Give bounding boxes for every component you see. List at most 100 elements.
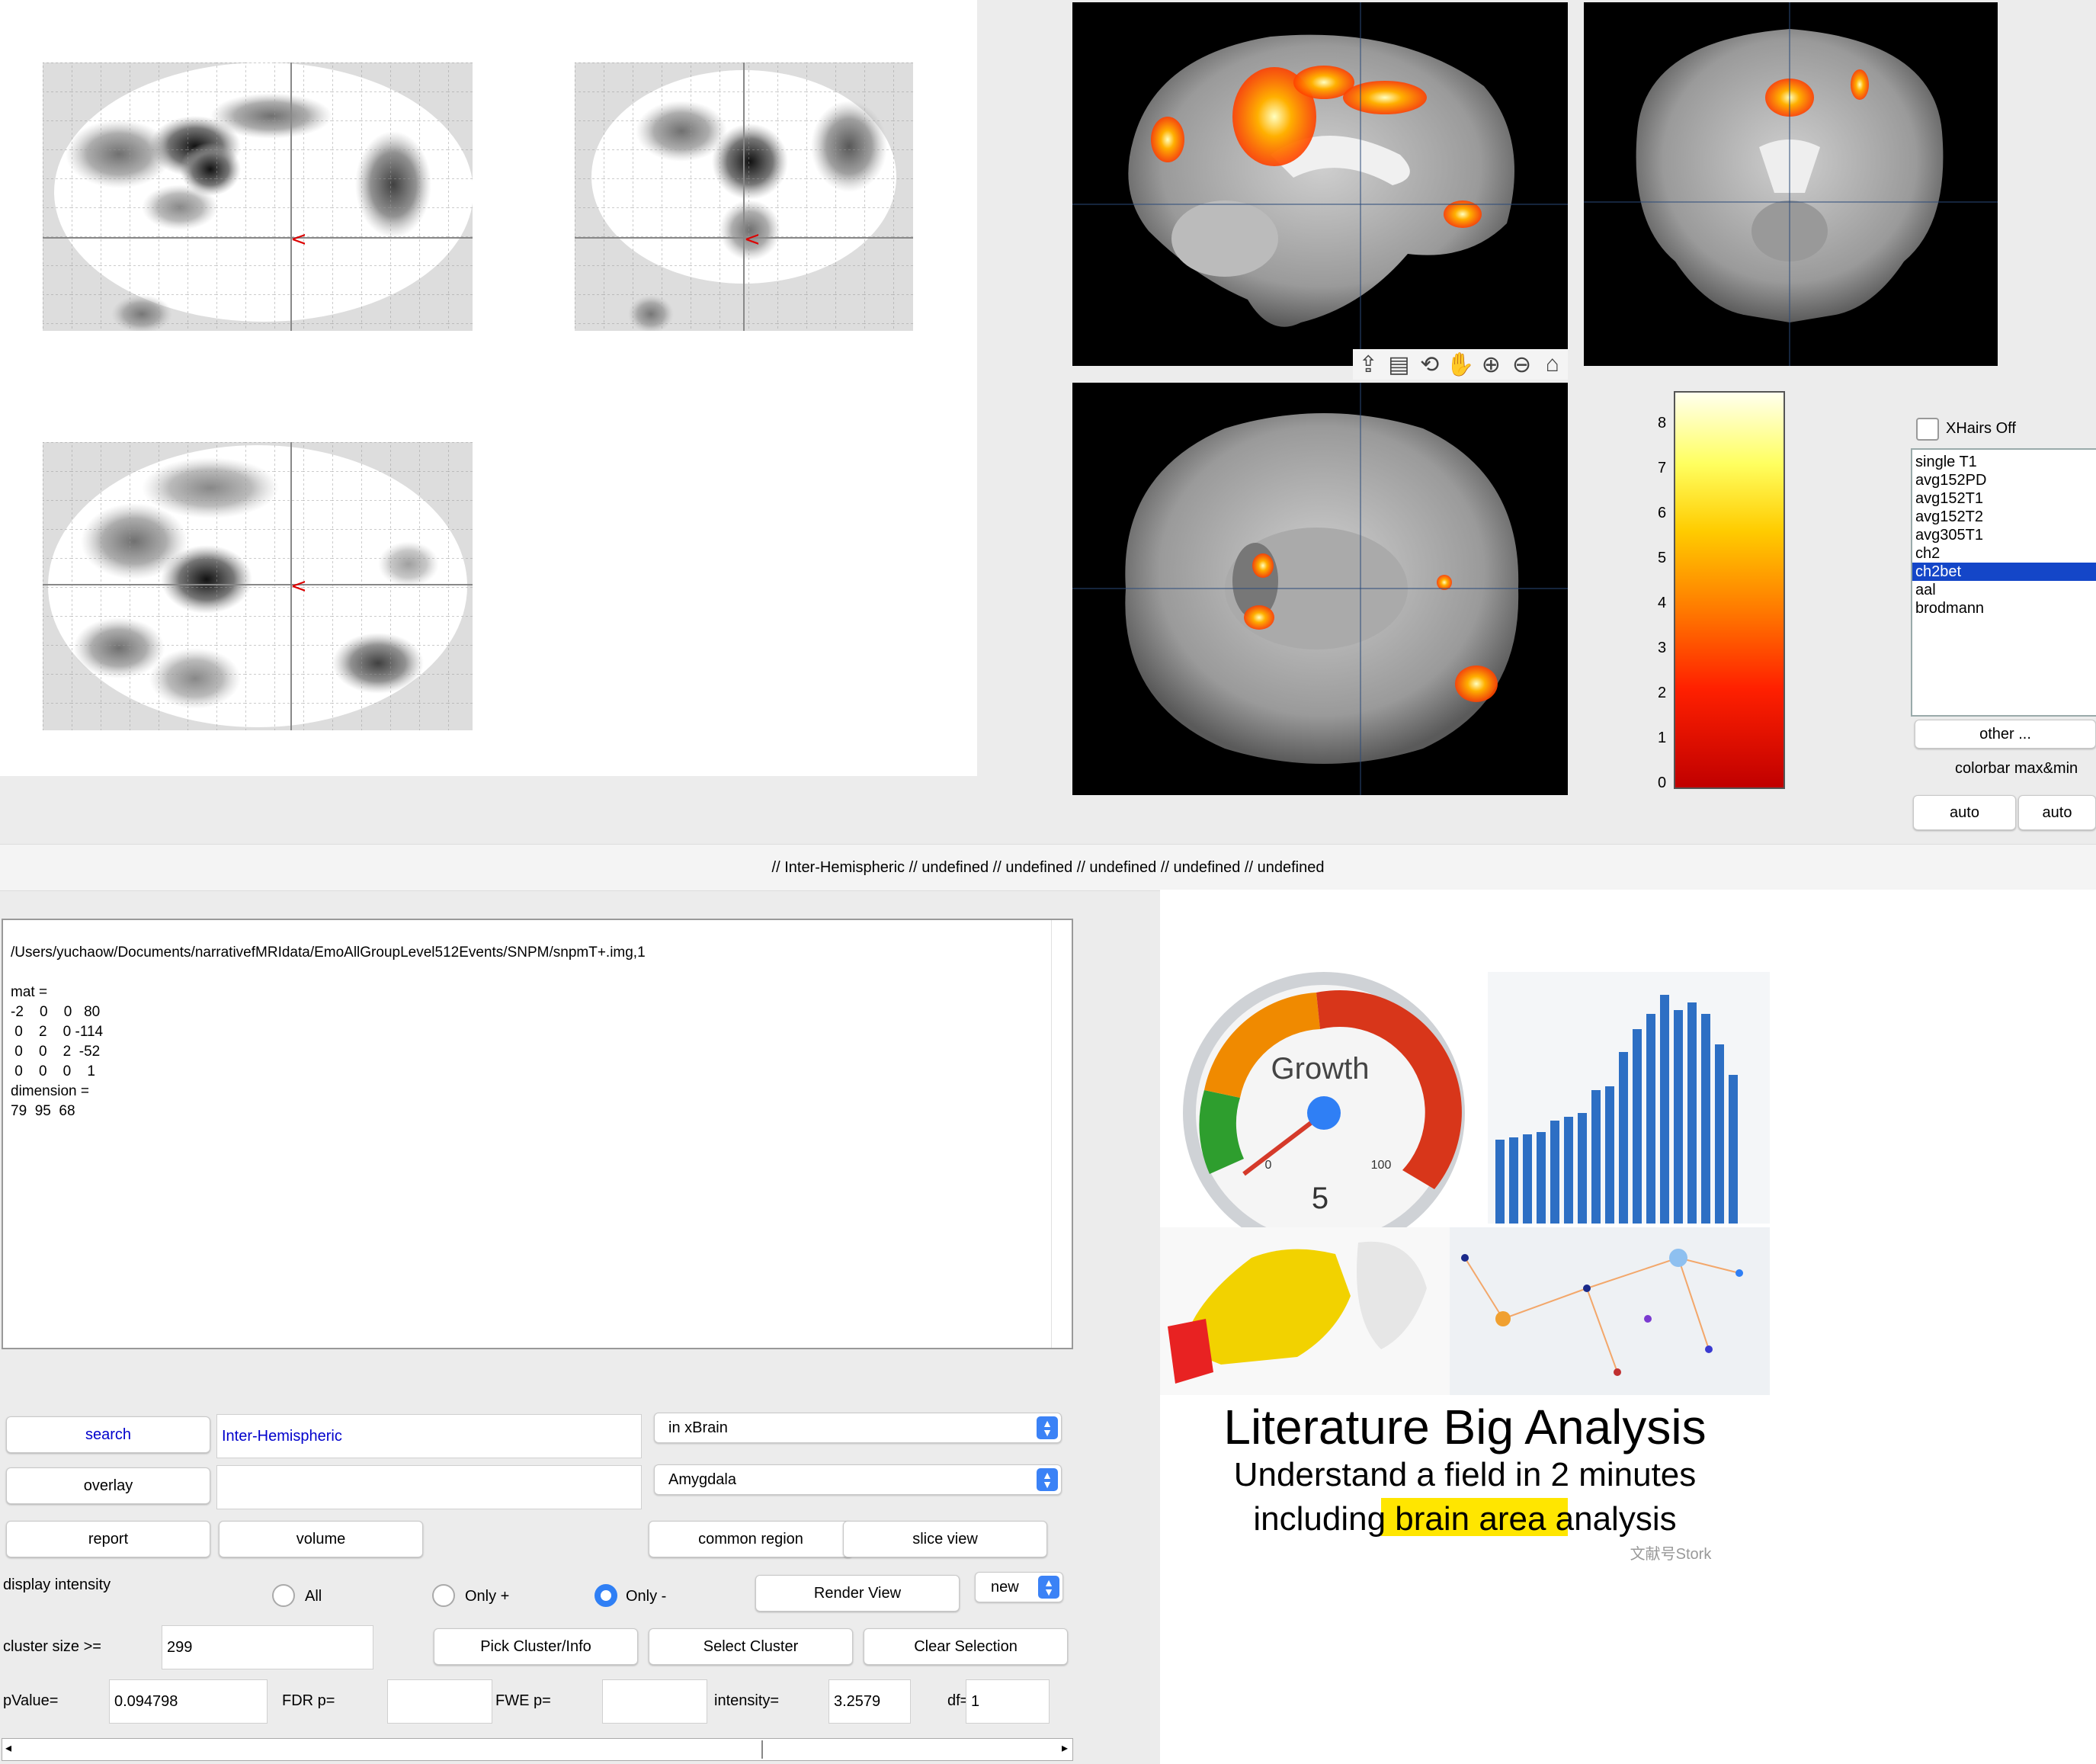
colorbar-range-label: colorbar max&min xyxy=(1955,760,2078,777)
rotate-3d-icon[interactable]: ⟲ xyxy=(1420,351,1440,377)
glass-brain-sagittal[interactable]: < xyxy=(43,63,473,331)
template-item[interactable]: avg152PD xyxy=(1915,472,1987,489)
radio-all-label: All xyxy=(305,1588,322,1605)
cluster-size-label: cluster size >= xyxy=(3,1638,101,1655)
template-item[interactable]: ch2 xyxy=(1915,545,1941,562)
promo-line2-highlight: brain area xyxy=(1395,1500,1546,1538)
colorbar-tick: 6 xyxy=(1658,505,1667,521)
pvalue-label: pValue= xyxy=(3,1692,59,1709)
radio-only-negative-label: Only - xyxy=(626,1588,667,1605)
updown-arrow-icon: ▲ ▼ xyxy=(1038,1576,1059,1599)
template-item[interactable]: avg305T1 xyxy=(1915,527,1983,544)
mri-coronal-view[interactable] xyxy=(1584,2,1998,366)
promo-line1: Understand a field in 2 minutes xyxy=(1233,1456,1697,1493)
volume-button[interactable]: volume xyxy=(219,1521,423,1557)
xhairs-off-label: XHairs Off xyxy=(1946,420,2016,437)
svg-text:<: < xyxy=(744,228,761,251)
colorbar-tick: 2 xyxy=(1658,685,1667,701)
fwe-label: FWE p= xyxy=(495,1692,551,1709)
select-cluster-button[interactable]: Select Cluster xyxy=(649,1628,853,1665)
gauge-min-label: 0 xyxy=(1264,1159,1272,1172)
status-bar: // Inter-Hemispheric // undefined // und… xyxy=(0,844,2096,891)
svg-text:<: < xyxy=(290,228,307,251)
intensity-input[interactable]: 3.2579 xyxy=(828,1679,911,1724)
colorbar-tick: 0 xyxy=(1658,775,1667,791)
pick-cluster-button[interactable]: Pick Cluster/Info xyxy=(434,1628,638,1665)
xhairs-off-checkbox[interactable] xyxy=(1916,418,1939,441)
region-select-value: Amygdala xyxy=(668,1471,736,1488)
pan-hand-icon[interactable]: ✋ xyxy=(1446,351,1475,377)
console-output[interactable]: /Users/yuchaow/Documents/narrativefMRIda… xyxy=(2,919,1073,1349)
template-item[interactable]: single T1 xyxy=(1915,454,1977,470)
df-input[interactable]: 1 xyxy=(966,1679,1050,1724)
cluster-size-input[interactable]: 299 xyxy=(162,1625,373,1669)
console-scrollbar[interactable] xyxy=(1051,920,1072,1348)
template-item[interactable]: aal xyxy=(1915,582,1936,598)
mri-sagittal-view[interactable] xyxy=(1072,2,1568,366)
glass-brain-axial[interactable]: < xyxy=(43,442,473,730)
search-button[interactable]: search xyxy=(6,1416,210,1453)
scroll-left-icon[interactable]: ◂ xyxy=(5,1742,12,1755)
mri-axial-view[interactable] xyxy=(1072,383,1568,795)
export-icon[interactable]: ⇪ xyxy=(1358,351,1378,377)
zoom-in-icon[interactable]: ⊕ xyxy=(1481,351,1501,377)
brush-icon[interactable]: ▤ xyxy=(1388,351,1410,377)
pvalue-input[interactable]: 0.094798 xyxy=(109,1679,268,1724)
template-item[interactable]: avg152T1 xyxy=(1915,490,1983,507)
glass-brain-coronal[interactable]: < xyxy=(575,63,913,331)
overlay-input[interactable] xyxy=(216,1465,642,1509)
template-item[interactable]: brodmann xyxy=(1915,600,1985,617)
region-select[interactable]: Amygdala ▲ ▼ xyxy=(654,1464,1062,1495)
zoom-out-icon[interactable]: ⊖ xyxy=(1511,351,1532,377)
promo-line2-post: analysis xyxy=(1546,1500,1677,1538)
render-new-value: new xyxy=(991,1578,1019,1596)
home-icon[interactable]: ⌂ xyxy=(1545,351,1559,377)
template-item[interactable]: avg152T2 xyxy=(1915,508,1983,525)
fwe-input[interactable] xyxy=(602,1679,707,1724)
watermark: 文献号Stork xyxy=(1630,1546,1712,1563)
common-region-button[interactable]: common region xyxy=(649,1521,853,1557)
updown-arrow-icon: ▲ ▼ xyxy=(1037,1468,1058,1491)
promo-line2: including brain area analysis xyxy=(1160,1500,1770,1538)
horizontal-scrollbar[interactable]: ◂ ▸ xyxy=(2,1738,1073,1761)
radio-only-positive-label: Only + xyxy=(465,1588,510,1605)
colorbar-tick: 3 xyxy=(1658,640,1667,656)
overlay-button[interactable]: overlay xyxy=(6,1467,210,1504)
gauge-title: Growth xyxy=(1271,1052,1370,1086)
console-text: /Users/yuchaow/Documents/narrativefMRIda… xyxy=(11,945,646,1119)
display-intensity-label: display intensity xyxy=(3,1576,111,1593)
gauge-max-label: 100 xyxy=(1370,1159,1392,1172)
colorbar-max-auto-button[interactable]: auto xyxy=(2018,795,2096,830)
render-view-button[interactable]: Render View xyxy=(755,1575,960,1612)
clear-selection-button[interactable]: Clear Selection xyxy=(864,1628,1068,1665)
search-scope-select[interactable]: in xBrain ▲ ▼ xyxy=(654,1413,1062,1443)
scroll-right-icon[interactable]: ▸ xyxy=(1061,1742,1068,1755)
colorbar-tick: 5 xyxy=(1658,550,1667,566)
colorbar-tick: 8 xyxy=(1658,415,1667,431)
report-button[interactable]: report xyxy=(6,1521,210,1557)
svg-text:<: < xyxy=(290,575,307,598)
glass-brain-panel: < < xyxy=(0,0,977,776)
intensity-label: intensity= xyxy=(714,1692,780,1709)
promo-title: Literature Big Analysis xyxy=(1223,1400,1707,1454)
df-label: df= xyxy=(947,1692,969,1709)
slice-view-button[interactable]: slice view xyxy=(843,1521,1047,1557)
search-input[interactable]: Inter-Hemispheric xyxy=(216,1414,642,1458)
colorbar-tick: 1 xyxy=(1658,730,1667,746)
scroll-thumb[interactable] xyxy=(761,1740,763,1759)
render-new-select[interactable]: new ▲ ▼ xyxy=(975,1572,1063,1602)
radio-only-positive[interactable] xyxy=(432,1584,455,1607)
template-item-selected[interactable]: ch2bet xyxy=(1912,563,2096,581)
search-scope-value: in xBrain xyxy=(668,1419,728,1436)
status-text: // Inter-Hemispheric // undefined // und… xyxy=(771,859,1325,876)
colorbar-min-auto-button[interactable]: auto xyxy=(1913,795,2016,830)
gauge-value: 5 xyxy=(1311,1182,1329,1215)
promo-line2-pre: including xyxy=(1253,1500,1396,1538)
promo-image: Growth 5 0 100 Literature Big Analysis U… xyxy=(1160,968,1770,1578)
radio-all[interactable] xyxy=(272,1584,295,1607)
template-listbox[interactable]: single T1 avg152PD avg152T1 avg152T2 avg… xyxy=(1911,448,2096,717)
radio-only-negative[interactable] xyxy=(595,1584,617,1607)
other-template-button[interactable]: other ... xyxy=(1915,720,2096,749)
fdr-label: FDR p= xyxy=(282,1692,335,1709)
fdr-input[interactable] xyxy=(387,1679,492,1724)
